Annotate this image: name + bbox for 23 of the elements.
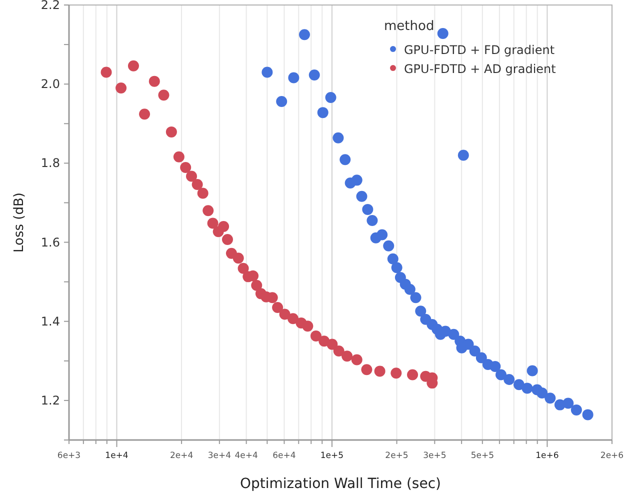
y-tick-label: 2.2	[40, 0, 60, 12]
y-axis-title: Loss (dB)	[12, 192, 27, 252]
x-tick-label: 6e+3	[57, 451, 81, 461]
x-tick-label: 2e+5	[385, 451, 408, 461]
x-tick-label: 4e+4	[234, 451, 258, 461]
x-tick-label: 6e+4	[272, 451, 296, 461]
y-tick-label: 2.0	[40, 77, 60, 92]
x-tick-label: 1e+4	[105, 451, 128, 461]
legend-title: method	[384, 19, 434, 34]
y-tick-label: 1.6	[40, 235, 60, 250]
legend-label: GPU-FDTD + AD gradient	[404, 62, 556, 76]
legend-label: GPU-FDTD + FD gradient	[404, 43, 555, 57]
x-tick-label: 2e+6	[600, 451, 624, 461]
x-tick-label: 3e+5	[423, 451, 446, 461]
x-tick-label: 1e+6	[536, 451, 559, 461]
x-tick-label: 5e+5	[470, 451, 494, 461]
x-tick-label: 1e+5	[320, 451, 344, 461]
x-tick-label: 3e+4	[208, 451, 232, 461]
y-tick-label: 1.4	[40, 314, 60, 328]
x-tick-label: 2e+4	[170, 451, 194, 461]
x-axis-title: Optimization Wall Time (sec)	[240, 476, 442, 492]
y-tick-label: 1.2	[40, 393, 60, 408]
y-tick-label: 1.8	[40, 156, 60, 170]
